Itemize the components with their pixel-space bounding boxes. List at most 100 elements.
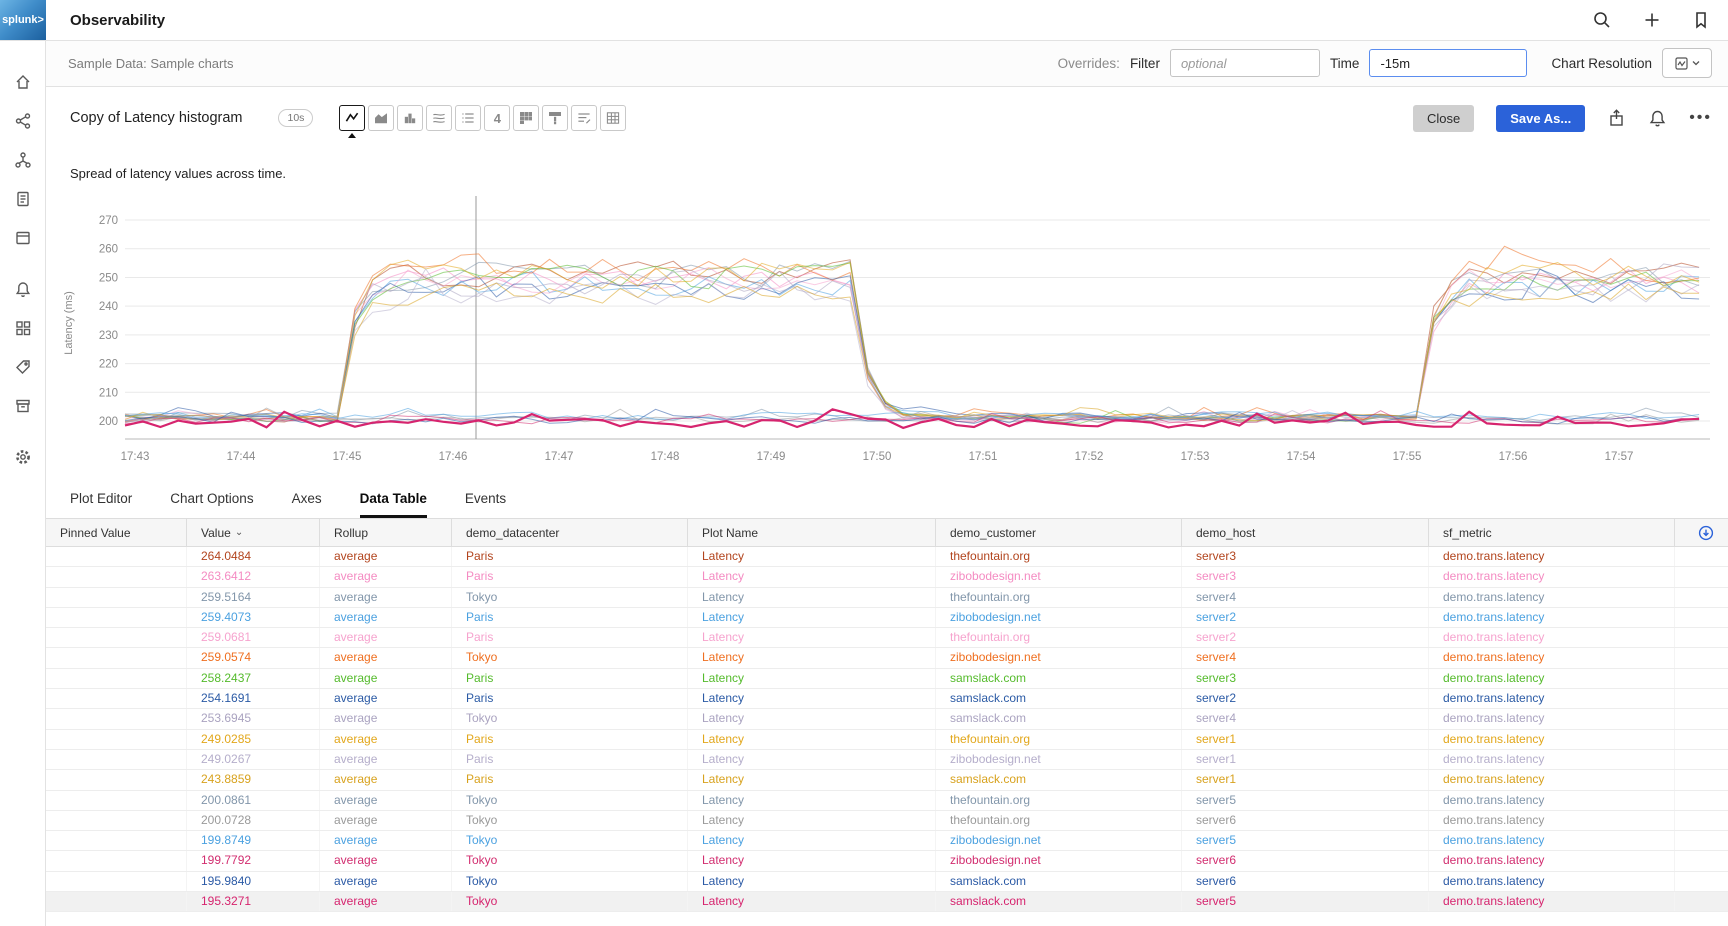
cell-export — [1675, 730, 1728, 749]
cell-customer: zibobodesign.net — [936, 648, 1182, 668]
cell-export — [1675, 831, 1728, 850]
logs-icon[interactable] — [0, 179, 46, 218]
tab-events[interactable]: Events — [464, 491, 507, 506]
table-row[interactable]: 263.6412 average Paris Latency zibobodesign.… — [46, 567, 1728, 588]
cell-plot: Latency — [688, 587, 936, 607]
cell-host: server4 — [1182, 709, 1429, 729]
tab-axes[interactable]: Axes — [291, 491, 322, 506]
more-options-icon[interactable]: ••• — [1689, 109, 1712, 126]
chart-type-area-icon[interactable] — [368, 105, 395, 131]
cell-datacenter: Tokyo — [452, 871, 688, 892]
cell-host: server5 — [1182, 790, 1429, 810]
filter-input[interactable] — [1169, 49, 1320, 77]
column-header-value[interactable]: Value ⌄ — [187, 519, 320, 546]
save-as-button[interactable]: Save As... — [1496, 104, 1586, 132]
table-row[interactable]: 243.8859 average Paris Latency samslack.com s… — [46, 770, 1728, 791]
chart-type-column-icon[interactable] — [397, 105, 424, 131]
column-header-plot[interactable]: Plot Name — [688, 519, 936, 546]
chart-type-heatmap-icon[interactable] — [513, 105, 540, 131]
table-row[interactable]: 259.4073 average Paris Latency zibobodesign.… — [46, 607, 1728, 629]
cell-host: server4 — [1182, 648, 1429, 668]
data-management-icon[interactable] — [0, 386, 46, 425]
cell-host: server6 — [1182, 871, 1429, 892]
table-row[interactable]: 259.5164 average Tokyo Latency thefountain.o… — [46, 587, 1728, 608]
cell-export — [1675, 811, 1728, 830]
cell-pinned_value — [46, 892, 187, 912]
cell-customer: samslack.com — [936, 871, 1182, 892]
svg-text:240: 240 — [99, 301, 118, 313]
table-row[interactable]: 259.0574 average Tokyo Latency zibobodesign.… — [46, 648, 1728, 669]
cell-customer: thefountain.org — [936, 547, 1182, 567]
table-row[interactable]: 249.0267 average Paris Latency zibobodesign.… — [46, 749, 1728, 771]
alerts-icon[interactable] — [0, 269, 46, 308]
table-row[interactable]: 249.0285 average Paris Latency thefountain.o… — [46, 729, 1728, 750]
chart-type-table-icon[interactable] — [600, 105, 627, 131]
tab-plot-editor[interactable]: Plot Editor — [70, 491, 133, 506]
cell-value: 259.5164 — [187, 587, 320, 607]
table-export-icon[interactable] — [1675, 519, 1728, 546]
table-row[interactable]: 200.0728 average Tokyo Latency thefountain.o… — [46, 810, 1728, 832]
cell-plot: Latency — [688, 871, 936, 892]
dashboards-icon[interactable] — [0, 218, 46, 257]
cell-export — [1675, 750, 1728, 769]
table-row[interactable]: 199.7792 average Tokyo Latency zibobodesign.… — [46, 851, 1728, 872]
chart-toolbar: Copy of Latency histogram 10s 4 Close Sa… — [70, 100, 1712, 138]
close-button[interactable]: Close — [1412, 104, 1475, 132]
column-header-metric[interactable]: sf_metric — [1429, 519, 1675, 546]
search-icon[interactable] — [1592, 10, 1612, 30]
cell-export — [1675, 770, 1728, 789]
table-row[interactable]: 259.0681 average Paris Latency thefountain.o… — [46, 628, 1728, 649]
chart-type-text-icon[interactable] — [571, 105, 598, 131]
home-icon[interactable] — [0, 62, 46, 101]
tab-chart-options[interactable]: Chart Options — [170, 491, 254, 506]
cell-export — [1675, 567, 1728, 586]
table-row[interactable]: 253.6945 average Tokyo Latency samslack.com s… — [46, 709, 1728, 730]
cell-datacenter: Tokyo — [452, 810, 688, 831]
integrations-icon[interactable] — [0, 347, 46, 386]
add-icon[interactable] — [1642, 10, 1662, 30]
cell-datacenter: Paris — [452, 689, 688, 709]
cell-customer: samslack.com — [936, 892, 1182, 912]
table-row[interactable]: 258.2437 average Paris Latency samslack.com s… — [46, 668, 1728, 690]
cell-host: server1 — [1182, 729, 1429, 749]
chart-type-list-icon[interactable] — [455, 105, 482, 131]
chart-type-event-feed-icon[interactable] — [542, 105, 569, 131]
table-row[interactable]: 254.1691 average Paris Latency samslack.com s… — [46, 689, 1728, 710]
latency-chart: 200 210 220 230 240 250 260 270 17:43 17:44 17:45 1… — [63, 196, 1710, 463]
tab-data-table[interactable]: Data Table — [359, 491, 427, 518]
table-row[interactable]: 195.9840 average Tokyo Latency samslack.com s… — [46, 871, 1728, 893]
table-row[interactable]: 200.0861 average Tokyo Latency thefountain.o… — [46, 790, 1728, 811]
apm-icon[interactable] — [0, 101, 46, 140]
cell-value: 259.0574 — [187, 648, 320, 668]
infrastructure-icon[interactable] — [0, 140, 46, 179]
share-icon[interactable] — [1607, 108, 1626, 128]
metrics-icon[interactable] — [0, 308, 46, 347]
bookmark-icon[interactable] — [1692, 10, 1710, 30]
cell-plot: Latency — [688, 851, 936, 871]
chart-type-line-icon[interactable] — [339, 105, 366, 138]
cell-datacenter: Paris — [452, 749, 688, 770]
table-row[interactable]: 264.0484 average Paris Latency thefountain.o… — [46, 547, 1728, 568]
topbar-actions — [1592, 0, 1710, 40]
column-header-rollup[interactable]: Rollup — [320, 519, 452, 546]
column-header-host[interactable]: demo_host — [1182, 519, 1429, 546]
cell-rollup: average — [320, 709, 452, 729]
column-header-pinned_value[interactable]: Pinned Value — [46, 519, 187, 546]
column-header-datacenter[interactable]: demo_datacenter — [452, 519, 688, 546]
cell-metric: demo.trans.latency — [1429, 749, 1675, 770]
chart-area[interactable]: 200 210 220 230 240 250 260 270 17:43 17:44 17:45 1… — [46, 188, 1728, 473]
table-row[interactable]: 195.3271 average Tokyo Latency samslack.com s… — [46, 892, 1728, 913]
settings-gear-icon[interactable] — [0, 437, 46, 476]
bell-icon[interactable] — [1648, 108, 1667, 128]
chart-type-histogram-icon[interactable] — [426, 105, 453, 131]
cell-customer: thefountain.org — [936, 628, 1182, 648]
cell-pinned_value — [46, 547, 187, 567]
chart-type-single-value-icon[interactable]: 4 — [484, 105, 511, 131]
time-input[interactable] — [1369, 49, 1528, 77]
splunk-logo[interactable]: splunk> — [0, 0, 46, 40]
table-row[interactable]: 199.8749 average Tokyo Latency zibobodesign.… — [46, 831, 1728, 852]
chart-resolution-dropdown[interactable] — [1662, 48, 1712, 78]
cell-value: 199.8749 — [187, 831, 320, 851]
column-header-customer[interactable]: demo_customer — [936, 519, 1182, 546]
